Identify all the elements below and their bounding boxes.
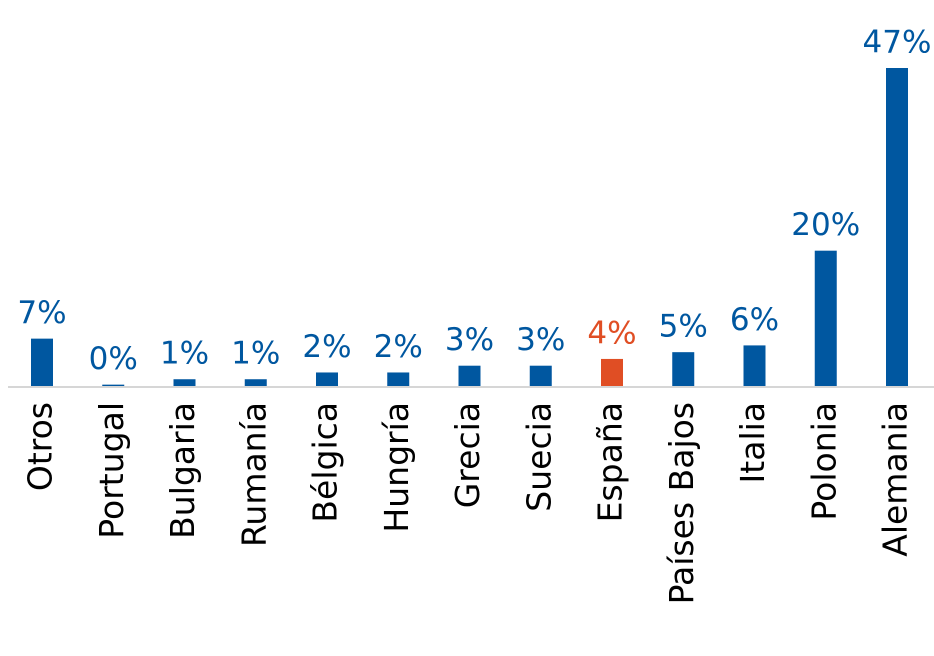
- value-label: 5%: [659, 309, 708, 345]
- x-tick-label: Bélgica: [306, 402, 345, 523]
- value-label: 4%: [587, 315, 636, 351]
- x-tick-label: Polonia: [804, 402, 843, 521]
- bar: [814, 250, 837, 386]
- value-label: 20%: [791, 207, 860, 243]
- bar: [458, 365, 481, 386]
- value-label: 2%: [374, 329, 423, 365]
- value-label: 0%: [89, 341, 138, 377]
- x-tick-label: España: [591, 402, 630, 522]
- bar: [672, 352, 695, 386]
- value-label: 1%: [231, 336, 280, 372]
- bar: [529, 365, 552, 386]
- value-label: 2%: [302, 329, 351, 365]
- bar: [31, 338, 53, 386]
- x-tick-label: Alemania: [876, 402, 915, 557]
- value-label: 3%: [445, 322, 494, 358]
- x-tick-label: Hungría: [377, 402, 416, 533]
- value-label: 3%: [516, 322, 565, 358]
- bar: [244, 379, 267, 386]
- bar: [387, 372, 410, 386]
- value-label: 6%: [730, 302, 779, 338]
- x-tick-label: Rumanía: [234, 402, 273, 547]
- x-tick-label: Bulgaria: [163, 402, 202, 539]
- x-tick-label: Portugal: [92, 402, 131, 539]
- bar: [743, 345, 766, 386]
- x-tick-label: Grecia: [448, 402, 487, 508]
- value-label: 1%: [160, 336, 209, 372]
- x-tick-label: Suecia: [519, 402, 558, 512]
- bar: [886, 68, 908, 386]
- value-label: 47%: [863, 25, 932, 61]
- x-tick-label: Italia: [733, 402, 772, 483]
- bar: [316, 372, 338, 386]
- bar: [601, 358, 623, 386]
- x-tick-label: Países Bajos: [662, 402, 701, 604]
- bar: [173, 379, 196, 386]
- value-label: 7%: [17, 295, 66, 331]
- bar: [102, 384, 125, 386]
- x-tick-label: Otros: [21, 402, 60, 491]
